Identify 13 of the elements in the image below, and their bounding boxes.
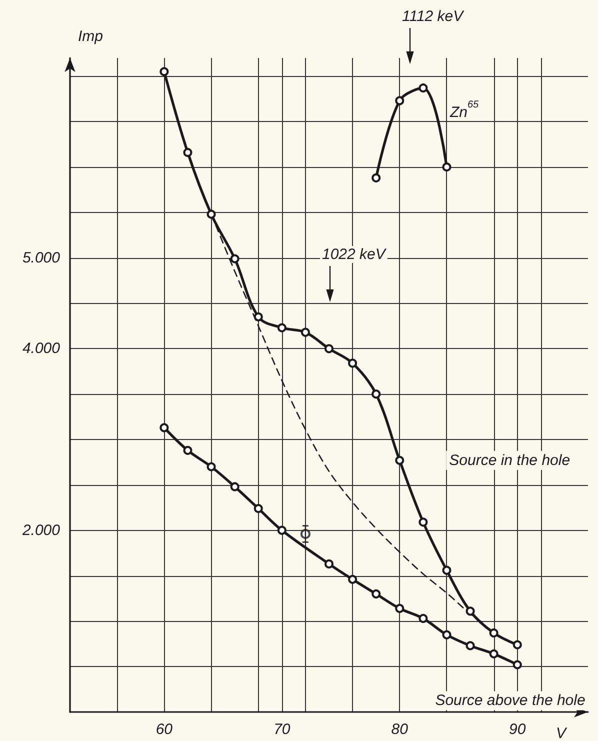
text: 1112 keV — [402, 8, 466, 25]
text: Source in the hole — [449, 452, 570, 469]
y-tick-label: 2.000 — [21, 522, 61, 539]
x-tick-label: 60 — [156, 721, 174, 738]
text: Source above the hole — [435, 692, 586, 710]
x-tick-label: 90 — [509, 721, 526, 738]
y-tick-label: 4.000 — [22, 340, 61, 358]
x-tick-label: 80 — [391, 721, 409, 738]
x-axis-title: V — [556, 725, 568, 741]
y-tick-label: 5.000 — [22, 249, 61, 266]
y-axis-title: Imp — [78, 28, 104, 45]
annotation: 1022 keV — [322, 246, 388, 263]
x-tick-label: 70 — [274, 721, 291, 738]
